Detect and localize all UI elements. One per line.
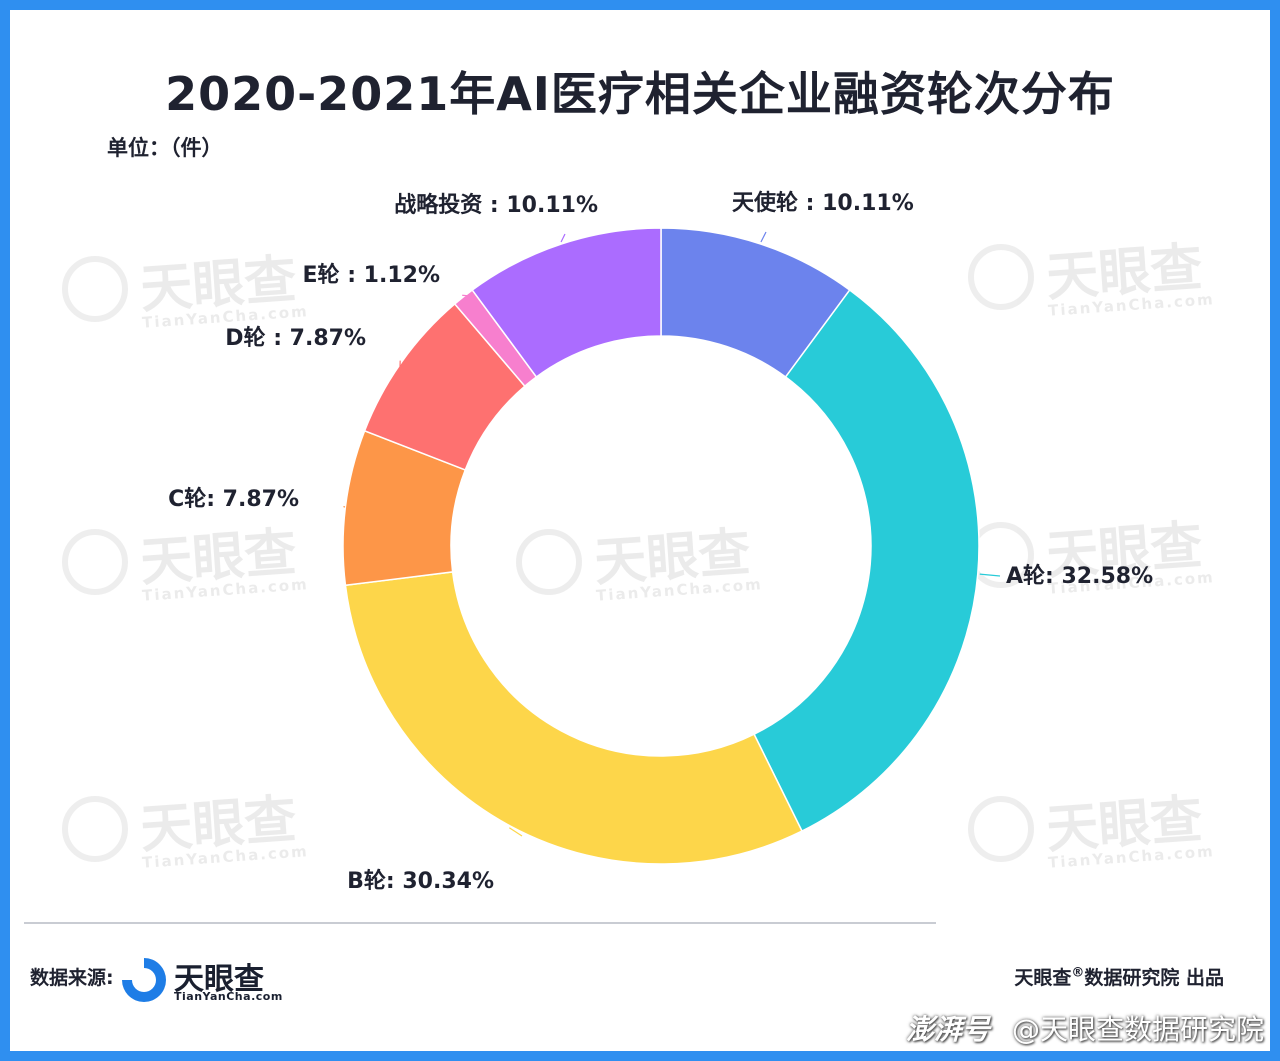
watermark: 天眼查 TianYanCha.com xyxy=(62,242,342,342)
slice-label: 天使轮 : 10.11% xyxy=(732,190,914,216)
slice-label: E轮 : 1.12% xyxy=(303,262,440,288)
leader-line xyxy=(760,231,767,243)
slice-label: A轮: 32.58% xyxy=(1006,563,1153,589)
logo-name: 天眼查 xyxy=(174,962,264,997)
divider xyxy=(24,922,936,924)
platform-watermark: 澎湃号 @天眼查数据研究院 xyxy=(906,1008,1264,1048)
leader-line xyxy=(560,233,566,243)
watermark-logo-icon xyxy=(62,529,128,595)
watermark-logo-icon xyxy=(62,256,128,322)
producer-credit: 天眼查®数据研究院 出品 xyxy=(1014,965,1224,989)
source-label: 数据来源: xyxy=(30,967,114,989)
slice-label: 战略投资 : 10.11% xyxy=(394,192,598,218)
donut-slice xyxy=(471,227,662,379)
donut-chart: 天使轮 : 10.11% A轮: 32.58% B轮: 30.34% C轮: 7.87… xyxy=(168,190,1153,894)
leader-line xyxy=(508,827,523,837)
slice-label: B轮: 30.34% xyxy=(347,868,494,894)
leader-line xyxy=(979,573,1001,577)
watermark: 天眼查 TianYanCha.com xyxy=(968,230,1248,330)
donut-slice xyxy=(753,288,980,833)
tianyancha-logo-icon xyxy=(122,958,166,1002)
unit-label: 单位：（件） xyxy=(107,136,223,160)
chart-card: 2020-2021年AI医疗相关企业融资轮次分布 单位：（件） 天眼查 TianY… xyxy=(10,10,1270,1051)
logo-sub: TianYanCha.com xyxy=(174,990,283,1003)
watermark: 天眼查 TianYanCha.com xyxy=(968,782,1248,882)
slice-label: C轮: 7.87% xyxy=(168,486,299,512)
donut-slice xyxy=(344,571,803,865)
watermark-logo-icon xyxy=(62,796,128,862)
watermark-logo-icon xyxy=(516,529,582,595)
watermark-logo-icon xyxy=(968,796,1034,862)
watermark: 天眼查 TianYanCha.com xyxy=(62,515,342,615)
platform-name: 澎湃号 xyxy=(905,1013,990,1046)
watermark-logo-icon xyxy=(968,244,1034,310)
account-name: @天眼查数据研究院 xyxy=(1011,1013,1264,1046)
watermark: 天眼查 TianYanCha.com xyxy=(62,782,342,882)
slice-label: D轮 : 7.87% xyxy=(225,325,366,351)
watermark: 天眼查 TianYanCha.com xyxy=(516,515,796,615)
chart-title: 2020-2021年AI医疗相关企业融资轮次分布 xyxy=(165,67,1115,121)
leader-line xyxy=(462,294,471,297)
tianyancha-logo: 天眼查 TianYanCha.com xyxy=(122,956,282,1006)
